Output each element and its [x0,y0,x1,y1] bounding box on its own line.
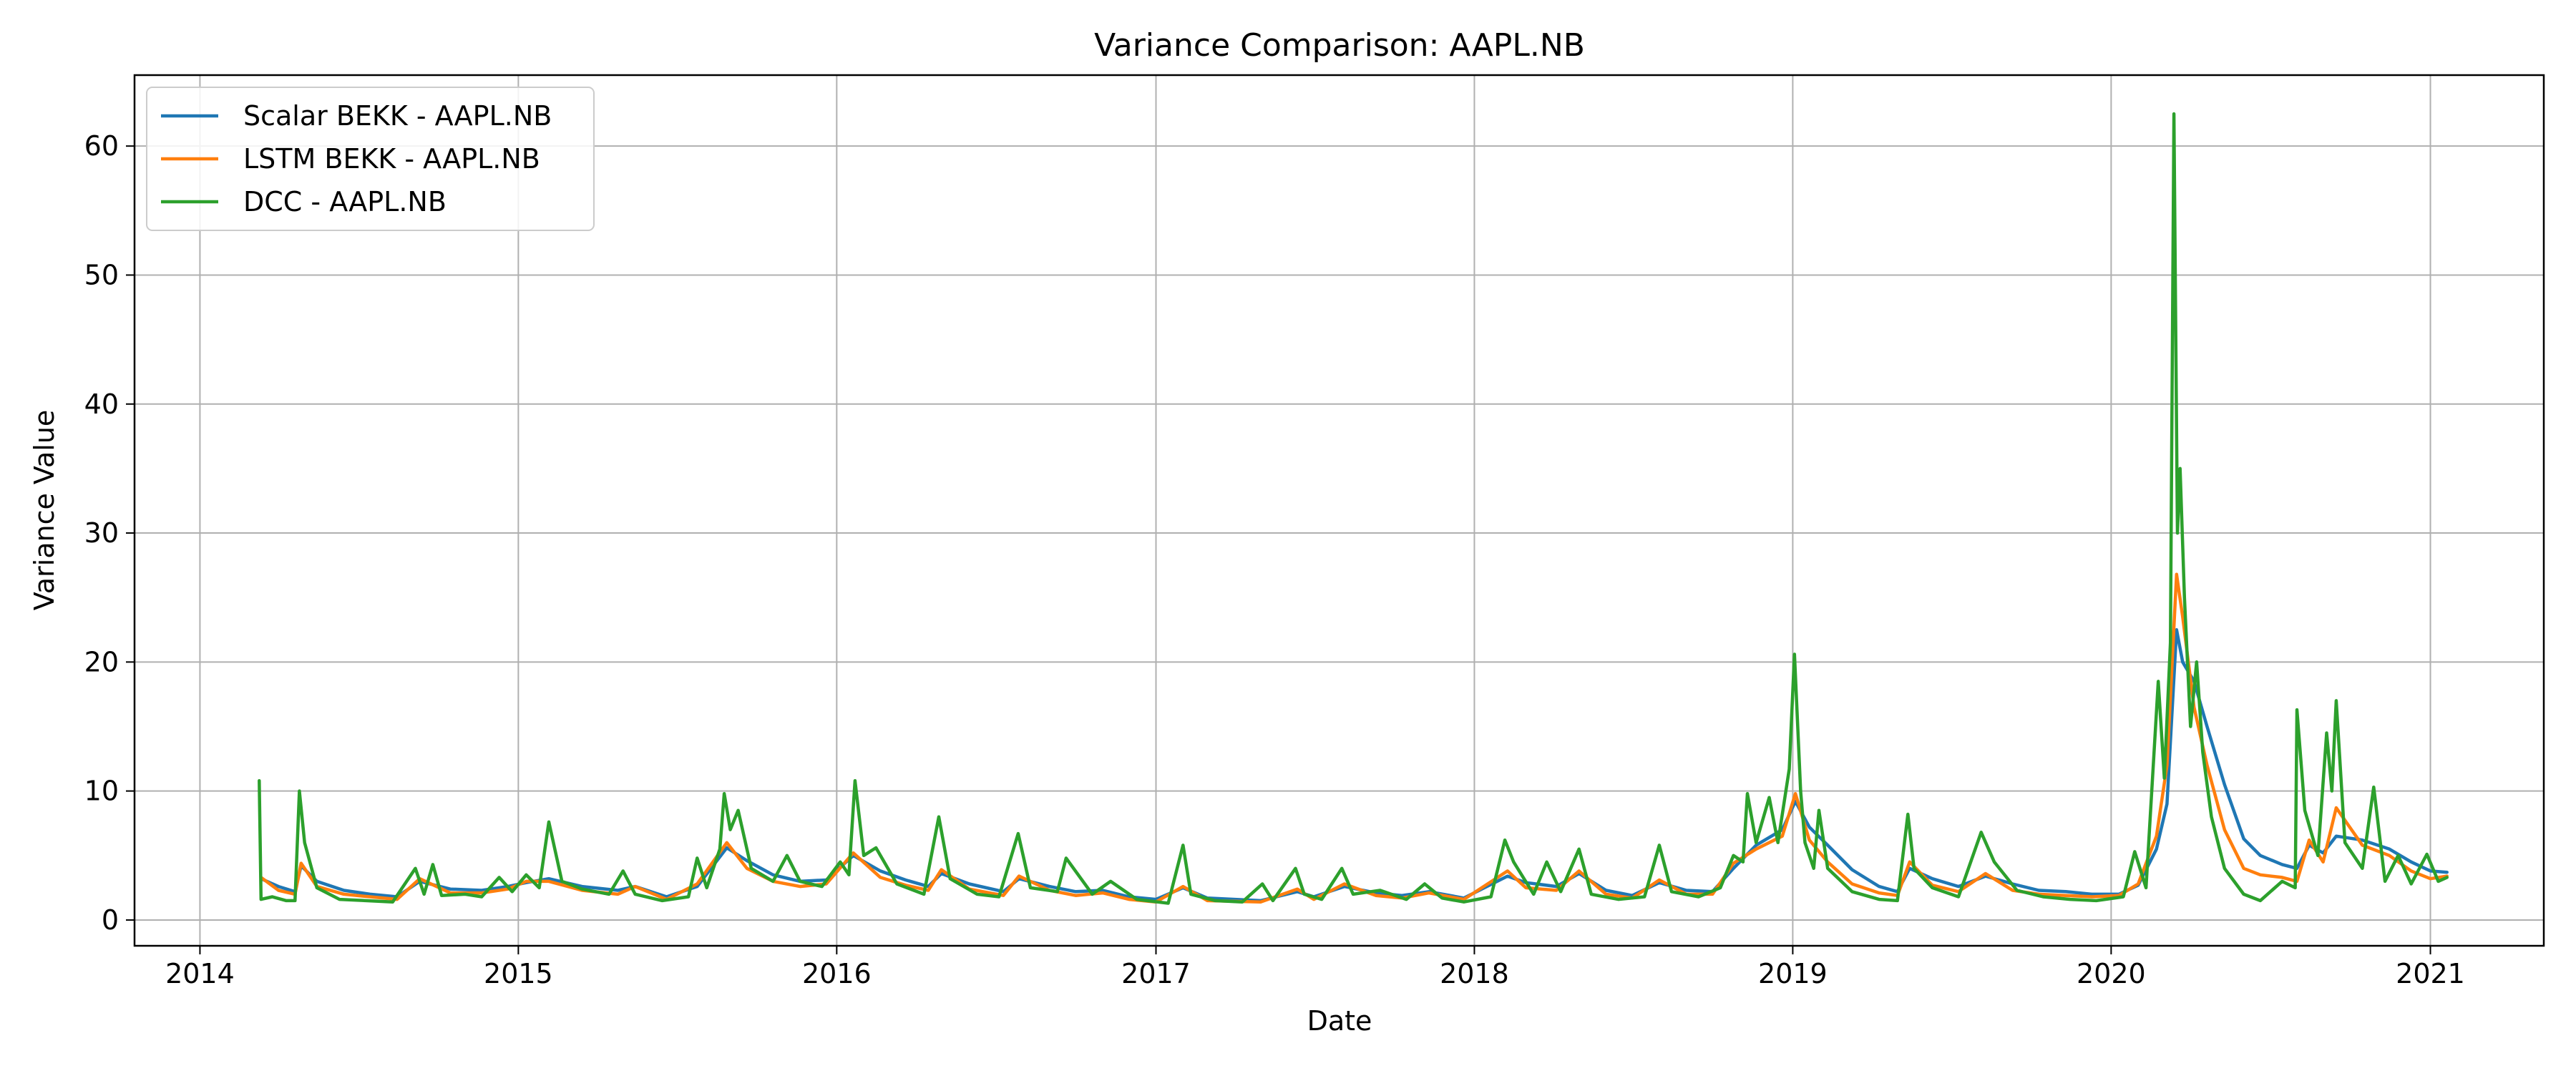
x-tick-label: 2021 [2396,958,2465,989]
x-axis-label: Date [1307,1005,1372,1037]
legend-label-1: LSTM BEKK - AAPL.NB [243,143,540,175]
series-line-0 [259,628,2449,903]
series-layer [258,112,2449,905]
x-tick-label: 2015 [484,958,553,989]
series-line-2 [258,112,2449,905]
y-tick-label: 40 [84,388,119,420]
x-tick-label: 2018 [1440,958,1509,989]
ticks-layer: 2014 2015 2016 2017 2018 2019 2020 2021 0 10 20 30 4… [84,130,2465,989]
x-tick-label: 2014 [165,958,235,989]
y-tick-label: 20 [84,646,119,678]
legend: Scalar BEKK - AAPL.NB LSTM BEKK - AAPL.NB… [146,87,595,231]
y-tick-label: 60 [84,130,119,162]
y-axis-label: Variance Value [29,410,60,611]
series-line-1 [259,572,2449,904]
y-tick-label: 10 [84,776,119,807]
plot-frame [133,74,2545,947]
x-tick-label: 2020 [2077,958,2146,989]
chart-title: Variance Comparison: AAPL.NB [1094,27,1585,64]
grid-layer [135,75,2544,946]
y-tick-label: 0 [102,904,119,936]
legend-label-2: DCC - AAPL.NB [243,186,447,217]
x-tick-label: 2016 [802,958,872,989]
legend-label-0: Scalar BEKK - AAPL.NB [243,100,552,132]
x-tick-label: 2019 [1758,958,1828,989]
y-tick-label: 50 [84,259,119,290]
y-tick-label: 30 [84,517,119,549]
legend-box [146,87,595,231]
x-tick-label: 2017 [1121,958,1191,989]
